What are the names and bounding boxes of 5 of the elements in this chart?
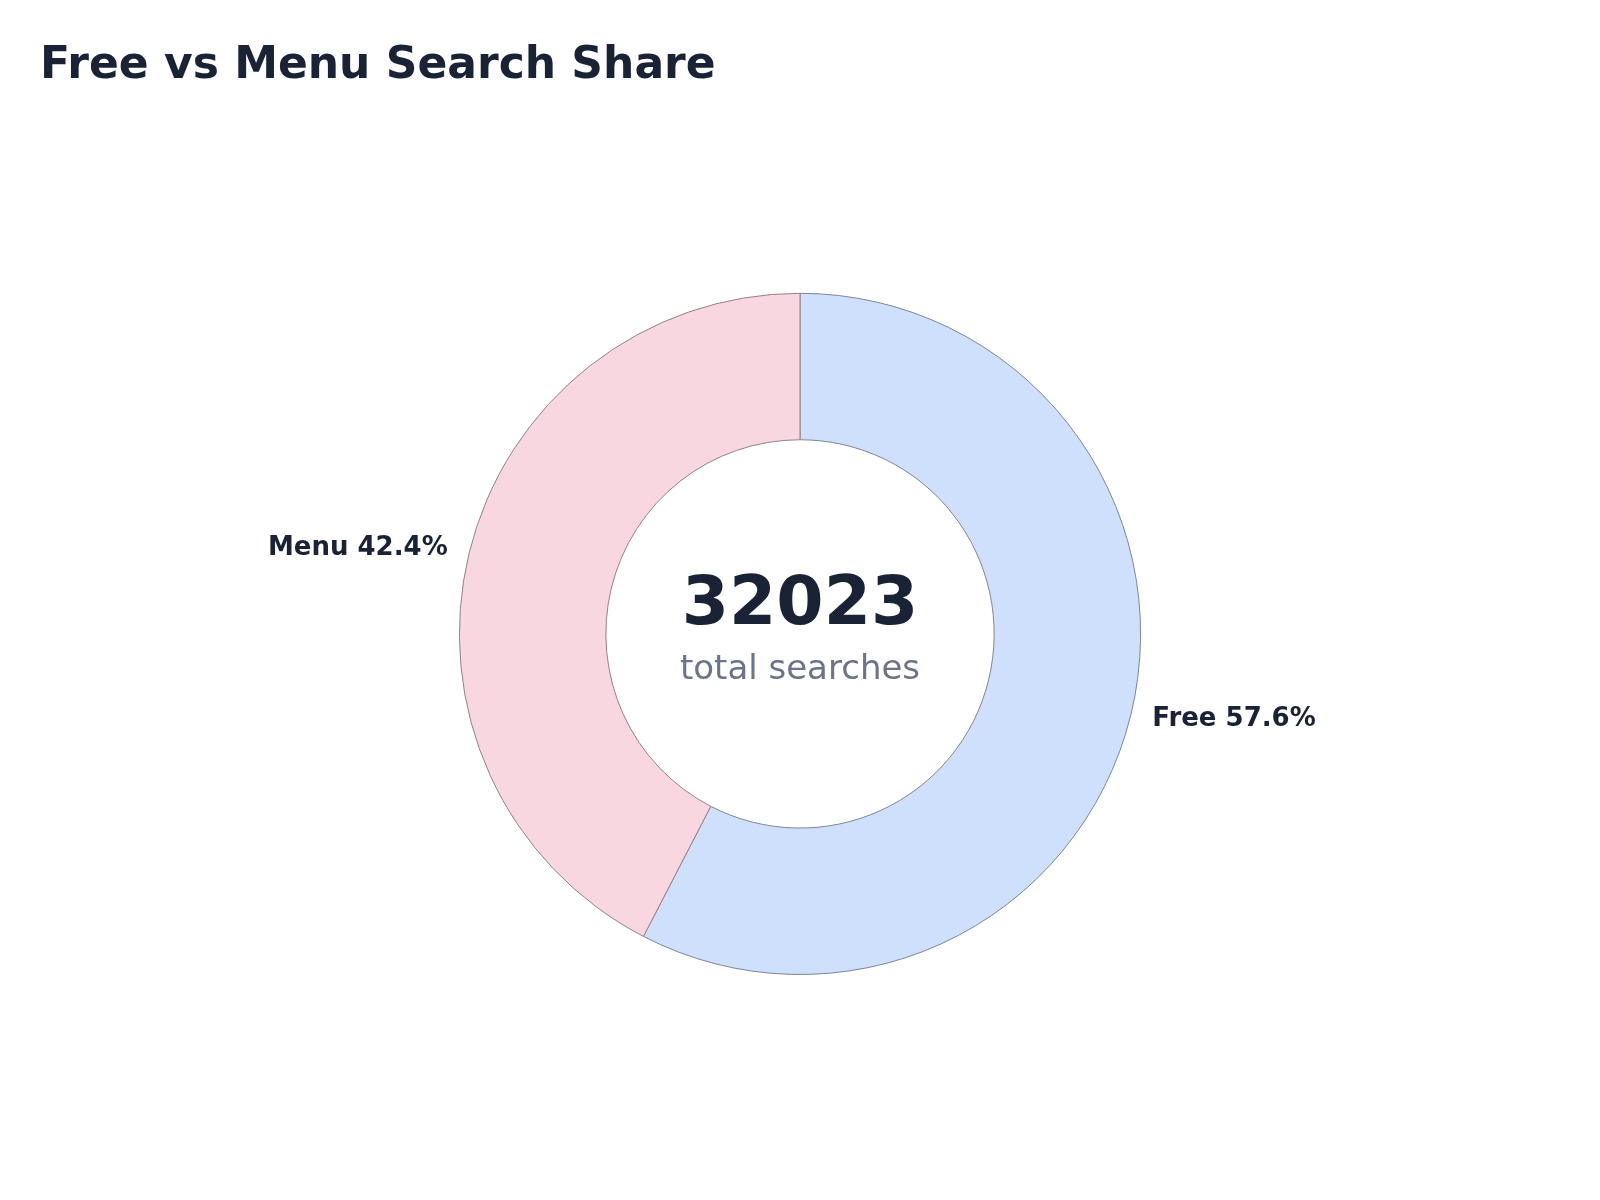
- text: total searches: [679, 646, 921, 687]
- slice-label: Free 57.6%: [1152, 702, 1316, 733]
- chart-title: Free vs Menu Search Share: [40, 36, 716, 88]
- text: 32023: [681, 560, 919, 640]
- slice-label: Menu 42.4%: [267, 530, 448, 561]
